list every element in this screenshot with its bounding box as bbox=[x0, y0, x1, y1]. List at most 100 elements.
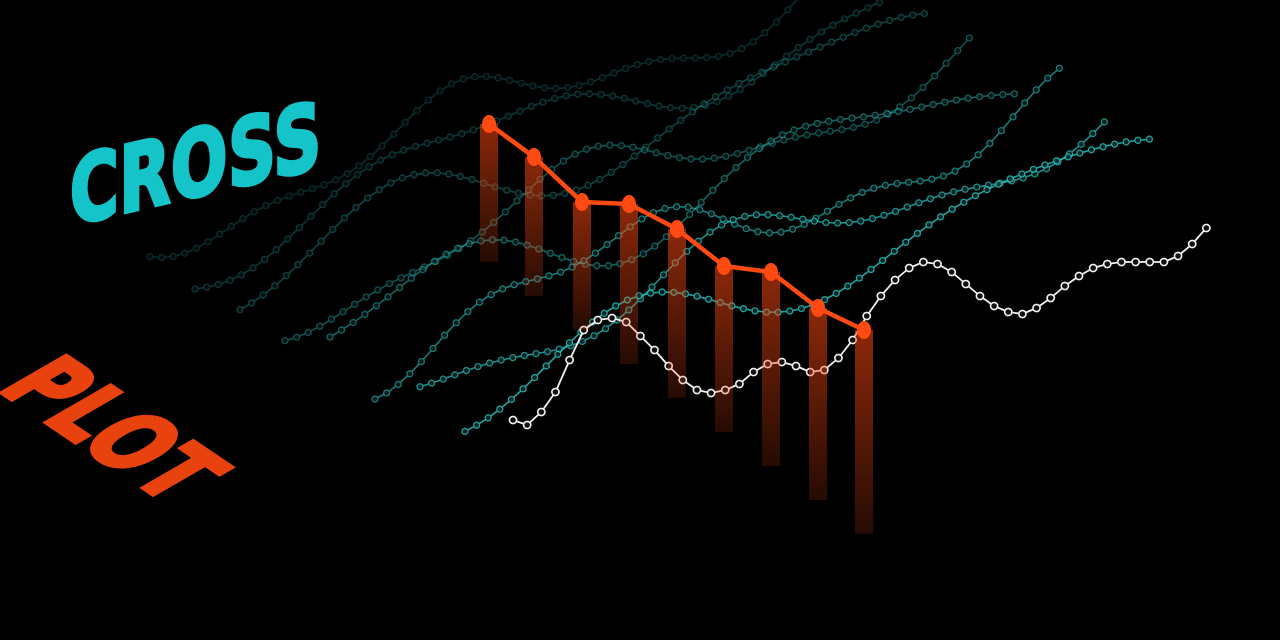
teal-series-point bbox=[665, 125, 673, 133]
teal-series-point bbox=[317, 237, 325, 245]
teal-series-point bbox=[720, 174, 729, 183]
teal-series-point bbox=[737, 45, 746, 53]
teal-series-point bbox=[1145, 135, 1154, 143]
white-series-point bbox=[1173, 251, 1183, 261]
teal-series-point bbox=[761, 29, 769, 37]
teal-series-point bbox=[741, 212, 749, 221]
teal-series-point bbox=[447, 80, 456, 88]
teal-series-point bbox=[1089, 129, 1097, 138]
teal-series-point bbox=[1055, 64, 1064, 72]
teal-series-point bbox=[559, 157, 568, 165]
teal-series-point bbox=[429, 344, 437, 353]
teal-series-point bbox=[994, 180, 1003, 188]
teal-series-point bbox=[474, 362, 482, 371]
teal-series-point bbox=[813, 119, 821, 128]
teal-series-point bbox=[870, 184, 878, 192]
teal-series-point bbox=[903, 203, 911, 211]
teal-series-point bbox=[1018, 170, 1026, 178]
teal-series-point bbox=[514, 189, 523, 197]
teal-series-point bbox=[890, 247, 898, 255]
teal-series-point bbox=[339, 308, 347, 316]
white-series-point bbox=[890, 275, 900, 285]
teal-series-point bbox=[816, 43, 824, 51]
teal-series-point bbox=[484, 414, 492, 422]
teal-series-point bbox=[227, 222, 235, 231]
teal-series-point bbox=[316, 322, 324, 330]
teal-series-point bbox=[949, 188, 958, 196]
teal-series-point bbox=[1020, 99, 1029, 107]
teal-series-point bbox=[340, 214, 349, 222]
teal-series-point bbox=[746, 74, 755, 82]
highlight-series-point bbox=[717, 257, 731, 275]
teal-series-point bbox=[421, 169, 430, 177]
teal-series-point bbox=[717, 221, 726, 229]
teal-series-point bbox=[867, 265, 875, 274]
teal-series-point bbox=[272, 246, 280, 254]
teal-series-point bbox=[507, 395, 516, 404]
teal-series-line bbox=[284, 37, 970, 342]
teal-series-point bbox=[440, 331, 449, 339]
teal-series-point bbox=[503, 186, 511, 194]
teal-series-point bbox=[723, 86, 731, 94]
teal-series-point bbox=[304, 328, 312, 337]
teal-series-point bbox=[494, 74, 502, 82]
teal-series-point bbox=[839, 33, 847, 41]
teal-series-point bbox=[410, 170, 418, 179]
teal-series-point bbox=[387, 179, 395, 187]
teal-series-point bbox=[964, 94, 972, 102]
highlight-series-bar bbox=[525, 157, 543, 296]
teal-series-point bbox=[925, 221, 933, 229]
teal-series-point bbox=[878, 256, 887, 265]
teal-series-point bbox=[350, 300, 359, 308]
white-series-point bbox=[508, 415, 518, 425]
teal-series-point bbox=[655, 102, 663, 110]
teal-series-point bbox=[260, 255, 269, 264]
teal-series-point bbox=[562, 92, 570, 100]
teal-series-point bbox=[678, 104, 686, 112]
teal-series-point bbox=[825, 117, 833, 125]
teal-series-point bbox=[453, 244, 462, 252]
teal-series-point bbox=[735, 79, 743, 88]
teal-series-point bbox=[787, 213, 795, 221]
white-series-point bbox=[834, 353, 843, 363]
teal-series-point bbox=[697, 198, 705, 207]
highlight-series-point bbox=[857, 321, 871, 339]
teal-series-point bbox=[330, 190, 338, 198]
teal-series-point bbox=[485, 359, 494, 367]
teal-series-point bbox=[517, 79, 525, 87]
teal-series-point bbox=[413, 107, 421, 115]
teal-series-point bbox=[881, 181, 890, 190]
teal-series-point bbox=[436, 87, 444, 95]
teal-series-point bbox=[871, 111, 879, 119]
teal-series-point bbox=[530, 373, 539, 382]
teal-series-point bbox=[941, 98, 949, 106]
teal-series-point bbox=[259, 291, 267, 299]
teal-series-point bbox=[509, 353, 517, 362]
teal-series-point bbox=[281, 337, 289, 345]
teal-series-point bbox=[855, 274, 864, 282]
teal-series-point bbox=[952, 96, 961, 104]
white-series-point bbox=[749, 367, 758, 377]
teal-series-point bbox=[859, 113, 868, 121]
teal-series-point bbox=[353, 171, 362, 179]
teal-series-point bbox=[327, 315, 336, 323]
teal-series-point bbox=[1064, 153, 1072, 161]
teal-series-group bbox=[146, 0, 1154, 550]
teal-series-point bbox=[829, 21, 837, 29]
teal-series-point bbox=[797, 304, 806, 313]
teal-series-point bbox=[722, 152, 730, 160]
teal-series-point bbox=[249, 264, 257, 272]
highlight-series-point bbox=[670, 220, 684, 238]
teal-series-point bbox=[997, 126, 1006, 135]
teal-series-point bbox=[700, 100, 708, 108]
teal-series-point bbox=[833, 219, 842, 227]
teal-series-point bbox=[608, 92, 617, 100]
teal-series-point bbox=[501, 208, 510, 216]
teal-series-point bbox=[598, 74, 607, 82]
teal-series-point bbox=[962, 160, 971, 168]
teal-series-point bbox=[397, 274, 405, 282]
white-series-point bbox=[947, 267, 957, 277]
teal-series-point bbox=[500, 236, 508, 244]
teal-series-point bbox=[529, 82, 537, 90]
teal-series-point bbox=[575, 81, 583, 90]
